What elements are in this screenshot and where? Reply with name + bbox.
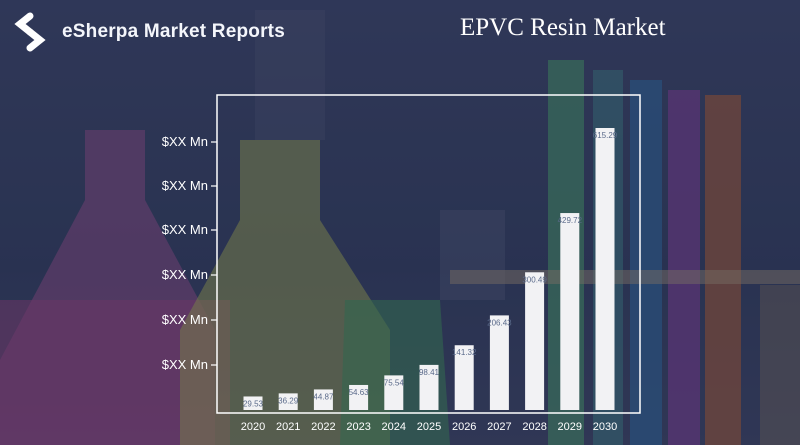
bar-data-label: 429.72 (558, 216, 583, 225)
bar-data-label: 36.29 (278, 396, 299, 405)
x-tick-label: 2030 (593, 421, 617, 433)
x-tick-label: 2028 (522, 421, 546, 433)
x-tick-label: 2026 (452, 421, 476, 433)
bar-data-label: 615.29 (593, 131, 618, 140)
y-tick-label: $XX Mn (162, 134, 208, 149)
bar-data-label: 300.49 (522, 275, 547, 284)
bar (454, 345, 474, 410)
x-tick-label: 2029 (558, 421, 582, 433)
x-tick-label: 2027 (487, 421, 511, 433)
x-tick-label: 2021 (276, 421, 300, 433)
y-tick-label: $XX Mn (162, 357, 208, 372)
bar-data-label: 44.87 (313, 392, 334, 401)
esherpa-logo-icon (14, 12, 46, 52)
x-tick-label: 2023 (346, 421, 370, 433)
x-tick-label: 2025 (417, 421, 441, 433)
x-tick-label: 2020 (241, 421, 265, 433)
brand-logo: eSherpa Market Reports (8, 10, 285, 54)
chart-title: EPVC Resin Market (460, 14, 666, 41)
x-tick-label: 2022 (311, 421, 335, 433)
bar (560, 213, 580, 410)
bar (278, 393, 298, 410)
bar (384, 375, 404, 410)
y-tick-label: $XX Mn (162, 178, 208, 193)
bar (313, 389, 333, 410)
bar (489, 315, 509, 410)
bar-data-label: 141.32 (452, 348, 477, 357)
bar (419, 364, 439, 410)
y-tick-label: $XX Mn (162, 312, 208, 327)
chart-frame (216, 94, 641, 414)
bar (525, 272, 545, 410)
bar-data-label: 29.53 (243, 399, 264, 408)
bar (595, 128, 615, 410)
bar (349, 384, 369, 410)
x-tick-label: 2024 (382, 421, 406, 433)
bar (243, 396, 263, 410)
bar-data-label: 206.43 (487, 318, 512, 327)
bar-data-label: 54.63 (349, 388, 370, 397)
brand-name: eSherpa Market Reports (62, 21, 285, 42)
y-tick-label: $XX Mn (162, 222, 208, 237)
bar-data-label: 98.41 (419, 368, 440, 377)
bar-data-label: 75.54 (384, 378, 405, 387)
y-tick-label: $XX Mn (162, 267, 208, 282)
